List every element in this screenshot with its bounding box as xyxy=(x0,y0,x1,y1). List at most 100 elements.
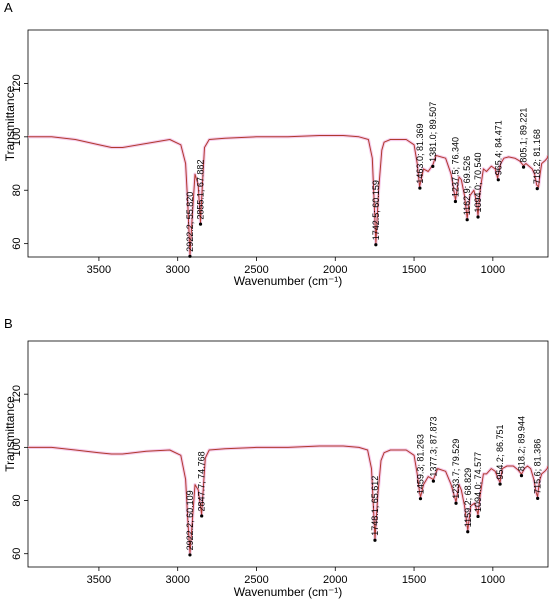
panel-a-peak-marker xyxy=(418,186,422,190)
panel-a-peak-marker xyxy=(374,243,378,247)
panel-a-peak-label: 2922.2; 55.820 xyxy=(185,192,195,252)
panel-a-peak-5: 1237.5; 76.340 xyxy=(450,137,460,204)
panel-b-peak-6: 1159.2; 68.829 xyxy=(463,468,473,534)
panel-b-peak-marker xyxy=(373,538,377,542)
panel-a-peak-label: 1237.5; 76.340 xyxy=(450,137,460,197)
panel-a-peak-marker xyxy=(521,165,526,169)
panel-b-peak-5: 1233.7; 79.529 xyxy=(451,439,461,505)
panel-a-peak-marker xyxy=(476,215,480,219)
panel-b-peak-label: 1748.1; 65.612 xyxy=(370,476,380,536)
panel-a-peak-label: 1381.0; 89.507 xyxy=(428,102,438,162)
panel-a-x-tick-label: 1500 xyxy=(402,264,426,276)
panel-a-x-tick-label: 3000 xyxy=(165,264,189,276)
panel-a-peak-9: 805.1; 89.221 xyxy=(519,108,529,169)
panel-b-peak-label: 1459.3; 81.263 xyxy=(415,434,425,494)
panel-a-y-axis-label: Transmittance xyxy=(3,85,17,161)
panel-a-peak-marker xyxy=(188,254,192,258)
panel-b-x-axis-label: Wavenumber (cm⁻¹) xyxy=(234,585,343,599)
panel-b-peak-marker xyxy=(476,514,480,519)
panel-a-spectrum-line xyxy=(28,135,548,256)
panel-b-peak-marker xyxy=(200,514,204,518)
panel-a-peak-6: 1162.9; 69.526 xyxy=(462,156,472,222)
panel-a-peak-8: 965.4; 84.471 xyxy=(493,120,503,182)
panel-a-peak-1: 2855.1; 67.882 xyxy=(196,160,206,226)
panel-a-peak-marker xyxy=(198,222,203,226)
panel-a-peak-marker xyxy=(465,218,469,222)
panel-b-peak-9: 818.2; 89.944 xyxy=(516,416,526,478)
panel-a-peak-label: 1742.5; 60.159 xyxy=(371,180,381,240)
panel-b-peak-label: 2922.2; 60.109 xyxy=(185,490,195,550)
panel-b-y-tick-label: 100 xyxy=(11,438,23,456)
panel-b-letter: B xyxy=(4,316,13,331)
panel-a-peak-marker xyxy=(431,164,435,168)
panel-a-y-tick-label: 60 xyxy=(11,238,23,250)
panel-a-peak-label: 1162.9; 69.526 xyxy=(462,156,472,215)
panel-a-plot-frame xyxy=(27,29,549,258)
panel-b-peak-label: 1377.3; 87.873 xyxy=(428,417,438,477)
panel-b-series-0 xyxy=(28,444,548,555)
panel-b-peak-label: 1233.7; 79.529 xyxy=(451,439,461,499)
panel-a-peak-0: 2922.2; 55.820 xyxy=(185,192,195,258)
panel-b-peak-7: 1094.0; 74.577 xyxy=(473,452,483,519)
panel-b-peak-label: 954.2; 86.751 xyxy=(495,425,505,480)
panel-b-peak-1: 2847.7; 74.768 xyxy=(197,451,207,518)
panel-b-peak-marker xyxy=(466,530,470,534)
panel-b-x-tick-label: 3000 xyxy=(165,574,189,586)
panel-b-peak-label: 2847.7; 74.768 xyxy=(197,451,207,511)
panel-a-y-tick-label: 100 xyxy=(11,128,23,146)
panel-b-peak-marker xyxy=(454,501,458,505)
panel-b-x-tick-label: 1000 xyxy=(481,574,505,586)
panel-b-peak-label: 818.2; 89.944 xyxy=(516,416,526,471)
panel-b-y-axis-label: Transmittance xyxy=(3,396,17,472)
panel-a-peak-marker xyxy=(496,178,500,182)
panel-b-plot-frame xyxy=(27,340,549,568)
panel-b-peak-marker xyxy=(536,496,540,500)
panel-b-x-tick-label: 2000 xyxy=(323,574,347,586)
panel-b-x-tick-label: 1500 xyxy=(402,574,426,586)
panel-b-y-tick-label: 80 xyxy=(11,494,23,506)
panel-b-peak-label: 1159.2; 68.829 xyxy=(463,468,473,527)
panel-b-peak-4: 1377.3; 87.873 xyxy=(428,417,438,483)
panel-a-x-tick-label: 1000 xyxy=(481,264,505,276)
panel-a-x-tick-label: 2000 xyxy=(323,264,347,276)
panel-a-peak-label: 965.4; 84.471 xyxy=(493,120,503,175)
panel-b-y-tick-label: 60 xyxy=(11,548,23,560)
panel-a-series-0 xyxy=(28,133,548,257)
panel-a-peak-4: 1381.0; 89.507 xyxy=(428,102,438,168)
panel-a-peak-label: 805.1; 89.221 xyxy=(519,108,529,163)
panel-a-peak-label: 718.2; 81.168 xyxy=(532,129,542,184)
panel-b-x-tick-label: 2500 xyxy=(244,574,268,586)
panel-b-peak-8: 954.2; 86.751 xyxy=(495,425,505,486)
panel-b-peak-marker xyxy=(418,497,423,501)
panel-a-peak-marker xyxy=(453,199,458,204)
panel-b-spectrum-line xyxy=(28,445,548,554)
panel-a-peak-7: 1094.0; 70.540 xyxy=(473,152,483,219)
panel-b-x-tick-label: 3500 xyxy=(87,574,111,586)
panel-b-peak-10: 715.6; 81.386 xyxy=(533,439,543,500)
panel-b-peak-marker xyxy=(431,479,435,483)
panel-a-peak-label: 1094.0; 70.540 xyxy=(473,152,483,212)
panel-b-peak-marker xyxy=(498,482,502,486)
panel-b-peak-label: 715.6; 81.386 xyxy=(533,439,543,494)
panel-b-peak-label: 1094.0; 74.577 xyxy=(473,452,483,512)
panel-b-peak-marker xyxy=(519,473,524,478)
panel-a-peak-label: 2855.1; 67.882 xyxy=(196,160,206,220)
panel-a-peak-3: 1463.0; 81.369 xyxy=(415,124,425,190)
panel-a-x-tick-label: 3500 xyxy=(87,264,111,276)
panel-b-y-tick-label: 120 xyxy=(11,385,23,403)
panel-a-y-tick-label: 120 xyxy=(11,74,23,92)
panel-a-peak-marker xyxy=(535,187,539,191)
panel-a-peak-label: 1463.0; 81.369 xyxy=(415,124,425,184)
panel-a-y-tick-label: 80 xyxy=(11,184,23,196)
panel-a-peak-2: 1742.5; 60.159 xyxy=(371,180,381,247)
panel-a-x-tick-label: 2500 xyxy=(244,264,268,276)
panel-b-peak-2: 1748.1; 65.612 xyxy=(370,476,380,542)
panel-a-peak-10: 718.2; 81.168 xyxy=(532,129,542,191)
panel-a-x-axis-label: Wavenumber (cm⁻¹) xyxy=(234,274,343,288)
panel-a-letter: A xyxy=(4,0,13,15)
panel-b-peak-3: 1459.3; 81.263 xyxy=(415,434,425,501)
panel-b-peak-marker xyxy=(188,553,192,557)
